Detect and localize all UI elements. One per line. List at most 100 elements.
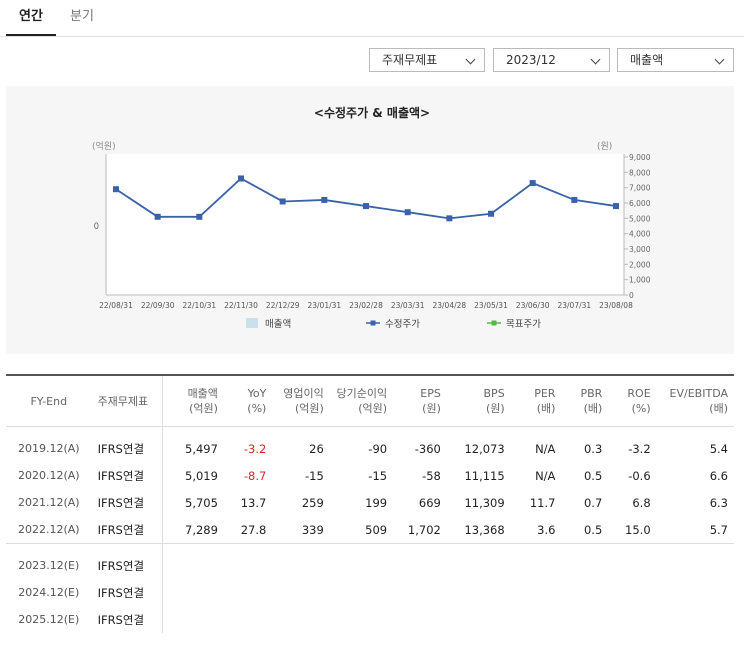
value-cell xyxy=(224,606,272,633)
column-header-unit: (원) xyxy=(422,402,441,415)
column-header: EPS (원) xyxy=(393,374,447,427)
value-cell: 15.0 xyxy=(625,522,651,537)
chart-panel xyxy=(6,86,734,354)
value-cell: -3.2 xyxy=(628,441,651,456)
value-cell: 509 xyxy=(365,522,388,537)
fy-end-cell: 2021.12(A) xyxy=(17,496,80,509)
value-cell: N/A xyxy=(535,441,556,456)
statement-type-cell: IFRS연결 xyxy=(91,516,164,544)
value-cell: -90 xyxy=(368,441,388,456)
value-cell: 11.7 xyxy=(529,495,556,510)
column-header-label: 주재무제표 xyxy=(97,394,149,408)
fy-end-cell: 2019.12(A) xyxy=(17,442,80,455)
value-cell: 199 xyxy=(365,495,388,510)
value-cell: 5.7 xyxy=(709,522,728,537)
value-cell: -8.7 xyxy=(243,468,267,483)
chevron-down-icon xyxy=(465,54,476,65)
value-cell xyxy=(330,606,393,633)
value-cell xyxy=(272,606,329,633)
table-row: 2025.12(E) IFRS연결 xyxy=(6,606,734,633)
value-cell xyxy=(163,606,224,633)
value-cell: 6.3 xyxy=(709,495,728,510)
column-header-label: EV/EBITDA xyxy=(669,387,728,400)
column-header: 영업이익 (억원) xyxy=(272,374,330,427)
period-select[interactable]: 2023/12 xyxy=(493,48,610,72)
column-header-label: BPS xyxy=(483,387,505,400)
table-row: 2019.12(A) IFRS연결 5,497 -3.2 26 -90 -360 12,073… xyxy=(6,426,734,462)
metric-select-value: 매출액 xyxy=(630,53,664,67)
value-cell: 0.7 xyxy=(583,495,603,510)
chevron-down-icon xyxy=(714,54,725,65)
column-header-unit: (억원) xyxy=(294,402,324,415)
column-header-unit: (배) xyxy=(583,402,603,415)
column-header-unit: (배) xyxy=(709,402,728,415)
column-header-label: ROE xyxy=(627,387,651,400)
table-header-row: FY-End 주재무제표 매출액 (억원) YoY (%) 영업이익 (억원) 당기순이익 (억원… xyxy=(6,374,734,427)
tab-quarterly[interactable]: 분기 xyxy=(70,9,94,24)
value-cell xyxy=(447,606,511,633)
value-cell xyxy=(511,606,562,633)
table-row: 2020.12(A) IFRS연결 5,019 -8.7 -15 -15 -58 11,115… xyxy=(6,462,734,489)
column-header: 당기순이익 (억원) xyxy=(329,374,394,427)
value-cell xyxy=(656,543,734,579)
statement-type-cell: IFRS연결 xyxy=(91,489,164,516)
value-cell xyxy=(657,579,734,606)
value-cell: 1,702 xyxy=(407,522,441,537)
value-cell xyxy=(393,579,447,606)
period-select-value: 2023/12 xyxy=(506,53,556,67)
value-cell: 26 xyxy=(309,441,324,456)
column-header: PER (배) xyxy=(510,374,562,427)
value-cell: -58 xyxy=(422,468,441,483)
fy-end-cell: 2020.12(A) xyxy=(17,469,80,482)
value-cell: -3.2 xyxy=(243,441,267,456)
chevron-down-icon xyxy=(590,54,601,65)
financial-summary-table: FY-End 주재무제표 매출액 (억원) YoY (%) 영업이익 (억원) 당기순이익 (억원… xyxy=(6,374,734,633)
column-header: 주재무제표 xyxy=(91,374,164,427)
value-cell: 11,115 xyxy=(464,468,505,483)
value-cell: 13,368 xyxy=(464,522,505,537)
value-cell: 0.5 xyxy=(583,522,603,537)
column-header-label: 영업이익 xyxy=(283,387,324,400)
statement-select[interactable]: 주재무제표 xyxy=(369,48,485,72)
value-cell xyxy=(608,606,656,633)
value-cell xyxy=(608,543,657,579)
value-cell: 5.4 xyxy=(709,441,728,456)
value-cell: 0.3 xyxy=(583,441,603,456)
column-header: BPS (원) xyxy=(446,374,511,427)
column-header-unit: (원) xyxy=(485,402,505,415)
table-row: 2023.12(E) IFRS연결 xyxy=(6,543,734,579)
column-header-unit: (%) xyxy=(631,402,651,415)
value-cell: 5,019 xyxy=(185,468,218,483)
value-cell xyxy=(162,543,224,579)
column-header-label: FY-End xyxy=(30,394,68,408)
value-cell: 5,497 xyxy=(185,441,218,456)
value-cell xyxy=(446,543,511,579)
tab-annual[interactable]: 연간 xyxy=(6,0,56,36)
metric-select[interactable]: 매출액 xyxy=(617,48,734,72)
column-header: 매출액 (억원) xyxy=(162,374,224,427)
value-cell xyxy=(393,606,447,633)
value-cell xyxy=(447,579,511,606)
value-cell xyxy=(329,543,394,579)
period-tabs: 연간 분기 xyxy=(0,0,744,37)
statement-type-cell: IFRS연결 xyxy=(91,426,164,462)
column-header-label: EPS xyxy=(420,387,441,400)
value-cell: 669 xyxy=(418,495,441,510)
value-cell xyxy=(163,579,224,606)
column-header-label: 매출액 xyxy=(187,387,218,400)
column-header: FY-End xyxy=(6,374,92,427)
value-cell: 6.8 xyxy=(632,495,651,510)
value-cell xyxy=(330,579,393,606)
value-cell xyxy=(657,606,734,633)
fy-end-cell: 2022.12(A) xyxy=(17,523,80,536)
fy-end-cell: 2025.12(E) xyxy=(18,613,80,626)
column-header: EV/EBITDA (배) xyxy=(656,374,734,427)
value-cell: 3.6 xyxy=(537,522,556,537)
statement-type-cell: IFRS연결 xyxy=(91,462,164,489)
column-header-label: YoY xyxy=(247,387,267,400)
value-cell xyxy=(608,579,656,606)
table-body: 2019.12(A) IFRS연결 5,497 -3.2 26 -90 -360 12,073… xyxy=(6,426,734,633)
value-cell: 27.8 xyxy=(240,522,267,537)
value-cell: N/A xyxy=(535,468,556,483)
table-row: 2024.12(E) IFRS연결 xyxy=(6,579,734,606)
